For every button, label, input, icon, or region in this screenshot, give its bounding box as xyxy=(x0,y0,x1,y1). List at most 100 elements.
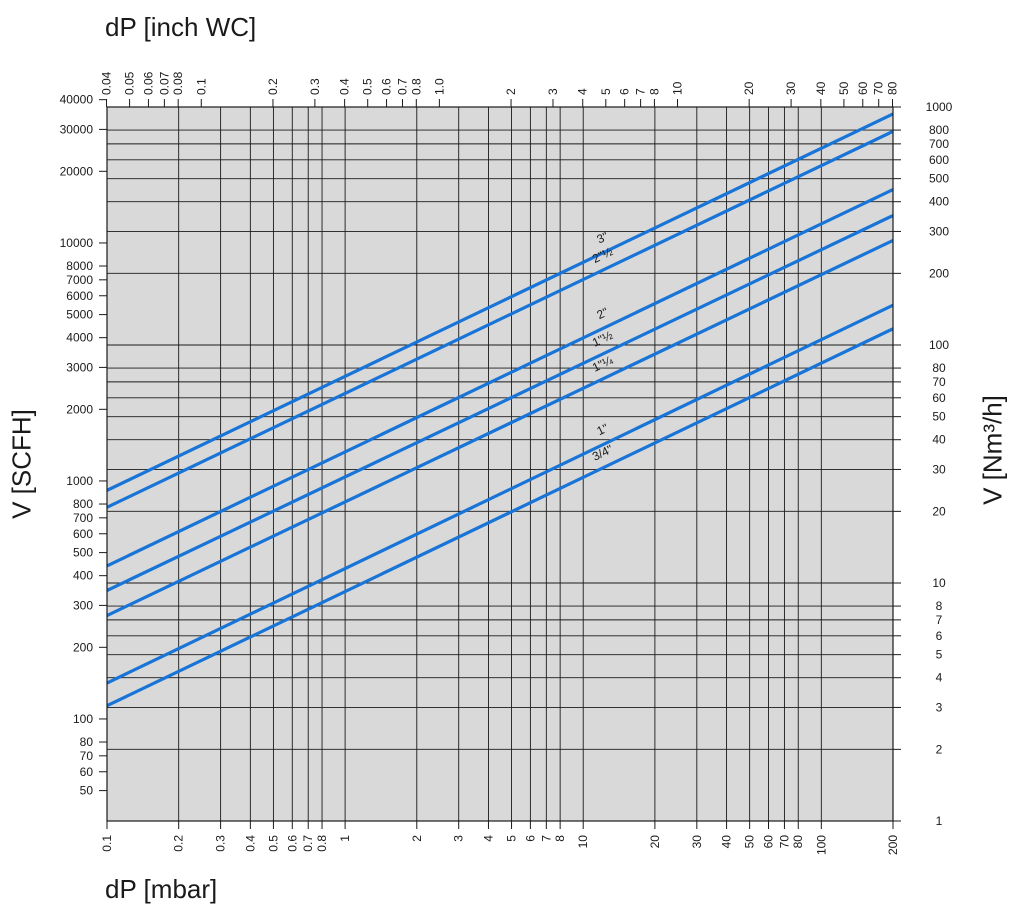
right-tick-label: 3 xyxy=(936,700,943,714)
top-tick-label: 60 xyxy=(856,81,870,95)
plot-area xyxy=(107,107,893,821)
right-tick-label: 300 xyxy=(929,224,949,238)
right-tick-label: 20 xyxy=(932,504,946,518)
right-tick-label: 10 xyxy=(932,576,946,590)
left-tick-label: 50 xyxy=(80,784,94,798)
series-line xyxy=(106,327,894,708)
bottom-tick-label: 50 xyxy=(743,835,757,849)
top-tick-label: 0.1 xyxy=(194,78,208,95)
left-tick-label: 400 xyxy=(73,569,93,583)
top-tick-label: 80 xyxy=(886,81,900,95)
series-line xyxy=(106,188,894,568)
series-lines xyxy=(106,112,894,708)
top-axis-title: dP [inch WC] xyxy=(105,12,257,42)
right-tick-label: 100 xyxy=(929,338,949,352)
series-line xyxy=(106,303,894,685)
top-tick-label: 10 xyxy=(670,81,684,95)
right-tick-label: 8 xyxy=(936,599,943,613)
bottom-tick-label: 100 xyxy=(814,835,828,855)
top-axis-ticks: 0.04 0.05 0.06 0.07 0.08 0.1 0.2 0.3 0.4 0.5 0.6 0.… xyxy=(100,71,900,107)
top-tick-label: 7 xyxy=(634,88,648,95)
series-label: 1" xyxy=(595,421,611,438)
bottom-tick-label: 5 xyxy=(505,835,519,842)
top-tick-label: 30 xyxy=(784,81,798,95)
right-tick-label: 800 xyxy=(929,123,949,137)
bottom-tick-label: 0.6 xyxy=(285,835,299,852)
right-tick-label: 80 xyxy=(932,361,946,375)
left-tick-label: 30000 xyxy=(60,122,94,136)
top-tick-label: 0.06 xyxy=(141,71,155,95)
series-labels: 3"2"½2"1"½1"¼1"3/4" xyxy=(590,229,616,464)
bottom-tick-label: 200 xyxy=(886,835,900,855)
left-tick-label: 200 xyxy=(73,640,93,654)
left-tick-label: 20000 xyxy=(60,164,94,178)
right-tick-label: 4 xyxy=(936,671,943,685)
right-tick-label: 50 xyxy=(932,410,946,424)
top-tick-label: 6 xyxy=(618,88,632,95)
left-tick-label: 100 xyxy=(73,712,93,726)
top-tick-label: 20 xyxy=(742,81,756,95)
right-tick-label: 500 xyxy=(929,172,949,186)
left-tick-label: 800 xyxy=(73,497,93,511)
bottom-tick-label: 0.7 xyxy=(301,835,315,852)
top-tick-label: 0.08 xyxy=(171,71,185,95)
right-tick-label: 400 xyxy=(929,195,949,209)
bottom-tick-label: 4 xyxy=(481,835,495,842)
top-tick-label: 0.7 xyxy=(395,78,409,95)
top-tick-label: 1.0 xyxy=(432,78,446,95)
left-tick-label: 5000 xyxy=(66,308,93,322)
right-tick-label: 700 xyxy=(929,137,949,151)
bottom-tick-label: 2 xyxy=(410,835,424,842)
bottom-tick-label: 7 xyxy=(539,835,553,842)
right-tick-label: 60 xyxy=(932,391,946,405)
left-tick-label: 1000 xyxy=(66,474,93,488)
left-tick-label: 300 xyxy=(73,598,93,612)
top-tick-label: 0.4 xyxy=(338,78,352,95)
bottom-tick-label: 0.3 xyxy=(214,835,228,852)
top-tick-label: 5 xyxy=(599,88,613,95)
left-tick-label: 70 xyxy=(80,749,94,763)
right-tick-label: 5 xyxy=(936,648,943,662)
bottom-tick-label: 3 xyxy=(452,835,466,842)
bottom-tick-label: 70 xyxy=(777,835,791,849)
top-tick-label: 0.3 xyxy=(308,78,322,95)
left-tick-label: 60 xyxy=(80,765,94,779)
top-tick-label: 2 xyxy=(504,88,518,95)
top-tick-label: 3 xyxy=(546,88,560,95)
left-tick-label: 500 xyxy=(73,546,93,560)
left-tick-label: 600 xyxy=(73,527,93,541)
series-line xyxy=(106,129,894,509)
left-tick-label: 700 xyxy=(73,511,93,525)
left-tick-label: 7000 xyxy=(66,273,93,287)
bottom-tick-label: 0.2 xyxy=(172,835,186,852)
bottom-tick-label: 0.8 xyxy=(315,835,329,852)
bottom-tick-label: 1 xyxy=(338,835,352,842)
bottom-tick-label: 30 xyxy=(690,835,704,849)
top-tick-label: 0.2 xyxy=(266,78,280,95)
series-line xyxy=(106,238,894,617)
bottom-tick-label: 8 xyxy=(553,835,567,842)
bottom-tick-label: 20 xyxy=(648,835,662,849)
right-tick-label: 70 xyxy=(932,375,946,389)
top-tick-label: 0.07 xyxy=(157,71,171,95)
right-tick-label: 40 xyxy=(932,433,946,447)
left-tick-label: 10000 xyxy=(60,236,94,250)
left-tick-label: 40000 xyxy=(60,93,94,107)
bottom-tick-label: 0.5 xyxy=(266,835,280,852)
plot-frame xyxy=(106,106,894,822)
right-tick-label: 1 xyxy=(936,814,943,828)
right-tick-label: 600 xyxy=(929,153,949,167)
top-tick-label: 40 xyxy=(814,81,828,95)
top-tick-label: 0.05 xyxy=(123,71,137,95)
bottom-tick-label: 6 xyxy=(523,835,537,842)
right-tick-label: 30 xyxy=(932,462,946,476)
left-tick-label: 80 xyxy=(80,735,94,749)
right-tick-label: 2 xyxy=(936,742,943,756)
left-tick-label: 8000 xyxy=(66,259,93,273)
series-label: 2" xyxy=(595,305,611,322)
top-tick-label: 0.5 xyxy=(361,78,375,95)
top-tick-label: 0.04 xyxy=(100,71,114,95)
right-tick-label: 6 xyxy=(936,629,943,643)
